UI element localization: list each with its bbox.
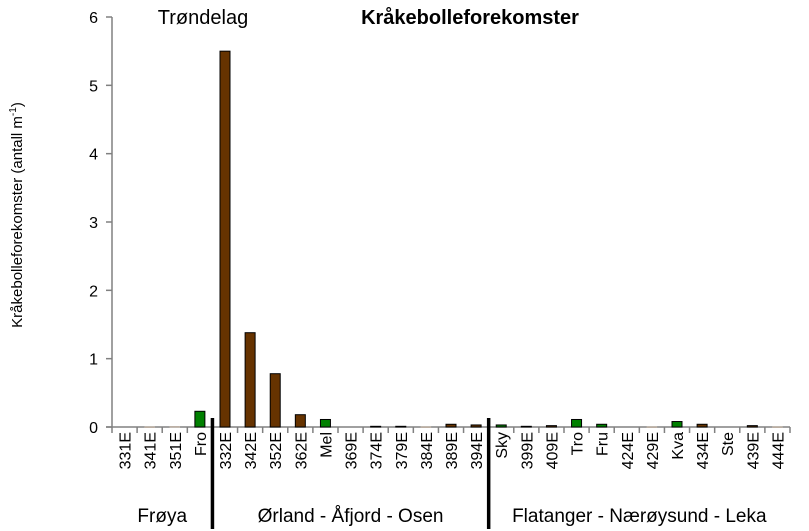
x-tick-label: 342E	[243, 432, 260, 469]
bar-444E	[772, 426, 783, 428]
bar-394E	[470, 424, 482, 428]
x-tick-label: 399E	[519, 432, 536, 469]
bar-Tro	[571, 418, 583, 428]
x-tick-label: 369E	[344, 432, 361, 469]
x-tick-label: 362E	[293, 432, 310, 469]
bar-351E	[169, 426, 181, 428]
y-tick-label: 1	[89, 352, 98, 369]
x-axis: 331E 341E 351E Fro 332E 342E 352E 362E Mel 369E 37…	[106, 426, 791, 469]
bar-362E	[294, 414, 306, 428]
group-label: Frøya	[137, 506, 187, 527]
x-tick-label: 424E	[620, 432, 637, 469]
bar-341E	[144, 426, 155, 428]
bar-434E	[696, 423, 708, 428]
bar-352E	[269, 373, 281, 428]
x-tick-label: Ste	[720, 432, 737, 456]
chart-subtitle: Trøndelag	[158, 7, 248, 29]
x-tick-label: 351E	[168, 432, 185, 469]
x-tick-label: Kva	[670, 432, 687, 460]
group-label: Ørland - Åfjord - Osen	[258, 506, 444, 527]
bars	[144, 50, 783, 428]
x-tick-label: Mel	[318, 432, 335, 458]
bar-389E	[445, 423, 457, 428]
bar-Fru	[596, 423, 608, 428]
y-axis: 0 1 2 3 4 5 6	[89, 10, 113, 437]
x-tick-label: 341E	[143, 432, 160, 469]
x-tick-label: 444E	[770, 432, 787, 469]
y-axis-label: Kråkebolleforekomster (antall m-1)	[8, 102, 26, 328]
bar-Kva	[671, 421, 683, 428]
x-tick-label: 409E	[544, 432, 561, 469]
bar-384E	[420, 426, 432, 428]
y-tick-label: 0	[89, 420, 98, 437]
x-tick-label: 352E	[268, 432, 285, 469]
x-tick-label: 434E	[695, 432, 712, 469]
x-tick-label: 389E	[444, 432, 461, 469]
x-tick-label: 374E	[369, 432, 386, 469]
y-tick-label: 6	[89, 10, 98, 27]
x-tick-label: 384E	[419, 432, 436, 469]
x-tick-label: Sky	[494, 432, 511, 459]
x-tick-label: 379E	[394, 432, 411, 469]
y-tick-label: 2	[89, 283, 98, 300]
x-tick-label: 331E	[118, 432, 135, 469]
bar-439E	[746, 425, 758, 428]
bar-374E	[370, 425, 382, 428]
bar-399E	[520, 425, 532, 428]
group-labels: Frøya Ørland - Åfjord - Osen Flatanger - N…	[137, 418, 767, 529]
bar-342E	[244, 332, 256, 428]
y-tick-label: 3	[89, 215, 98, 232]
x-tick-label: Fru	[595, 432, 612, 456]
x-tick-label: Tro	[570, 432, 587, 456]
x-tick-label: 439E	[745, 432, 762, 469]
bar-332E	[219, 50, 231, 428]
bar-Sky	[495, 424, 507, 428]
x-tick-label: Fro	[193, 432, 210, 456]
x-tick-label: 394E	[469, 432, 486, 469]
y-tick-label: 4	[89, 147, 98, 164]
x-tick-label: 332E	[218, 432, 235, 469]
y-tick-label: 5	[89, 78, 98, 95]
x-tick-label: 429E	[645, 432, 662, 469]
chart-title: Kråkebolleforekomster	[361, 6, 579, 29]
bar-Fro	[194, 410, 206, 428]
bar-409E	[545, 425, 557, 428]
bar-Mel	[319, 418, 331, 428]
group-label: Flatanger - Nærøysund - Leka	[512, 506, 767, 527]
bar-429E	[646, 426, 658, 428]
bar-379E	[395, 425, 407, 428]
